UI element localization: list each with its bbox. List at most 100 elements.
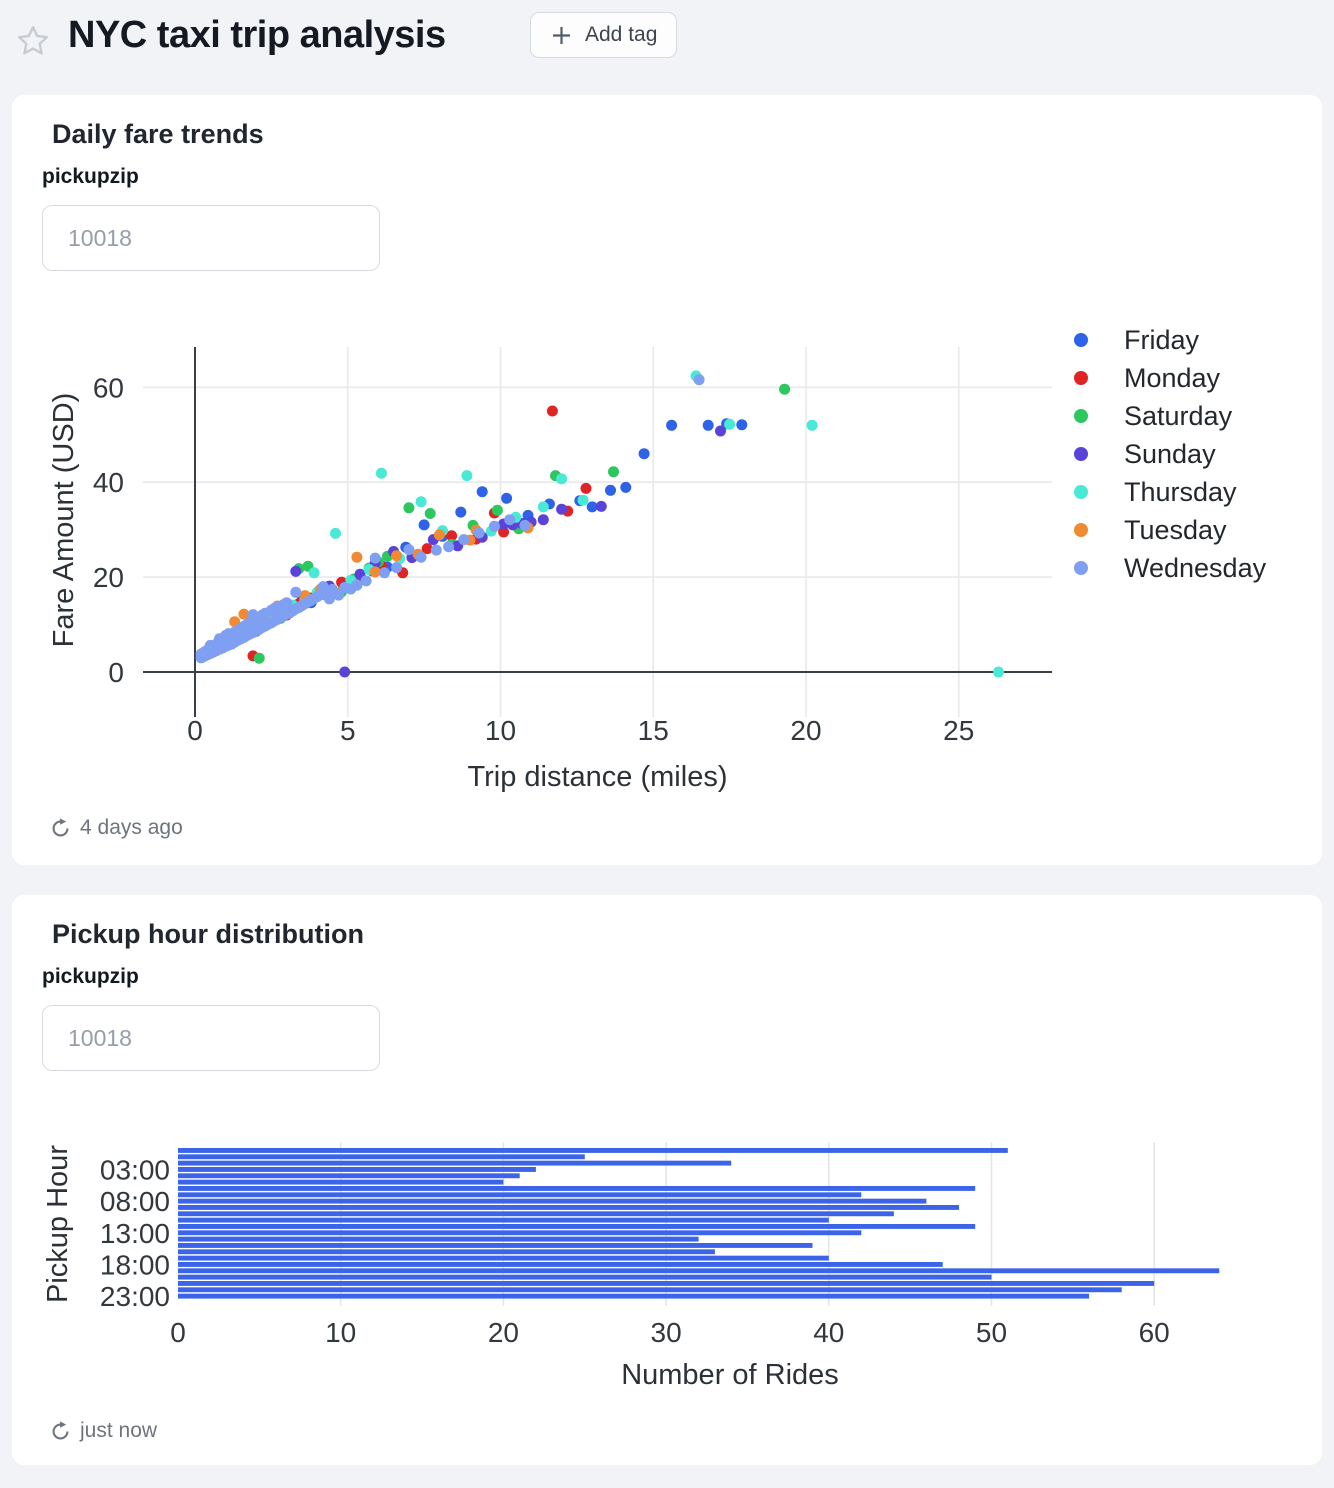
scatter-point <box>333 589 345 601</box>
last-updated-text: 4 days ago <box>80 816 183 839</box>
scatter-point <box>415 551 427 563</box>
scatter-point <box>418 519 430 531</box>
last-updated-text: just now <box>80 1419 158 1442</box>
scatter-point <box>806 419 818 431</box>
add-tag-button[interactable]: Add tag <box>530 12 678 58</box>
bar <box>178 1154 585 1160</box>
y-tick-label: 23:00 <box>100 1281 170 1312</box>
scatter-point <box>458 534 470 546</box>
bar <box>178 1148 1008 1153</box>
bar <box>178 1281 1155 1286</box>
fare-vs-distance-scatter-chart: 0 5 10 15 20 25 0 20 40 60 Trip distance (miles) Fa… <box>48 347 1052 793</box>
legend-dot-icon <box>1074 409 1088 423</box>
scatter-point <box>369 552 381 564</box>
bar <box>178 1230 862 1236</box>
legend-dot-icon <box>1074 447 1088 461</box>
scatter-point <box>556 503 568 515</box>
bar <box>178 1160 732 1166</box>
scatter-point <box>724 418 736 430</box>
y-tick-label: 03:00 <box>100 1154 170 1185</box>
y-tick-label: 20 <box>93 562 124 593</box>
scatter-point <box>461 470 473 482</box>
pickupzip-input[interactable] <box>42 205 380 271</box>
scatter-point <box>330 527 341 539</box>
x-tick-label: 0 <box>170 1317 186 1348</box>
scatter-point <box>702 419 714 431</box>
chart-legend: Friday Monday Saturday Sunday Thursday Tuesda… <box>1074 321 1266 587</box>
scatter-point <box>595 500 607 512</box>
x-tick-label: 20 <box>488 1317 519 1348</box>
scatter-point <box>537 514 549 526</box>
scatter-point <box>290 565 302 577</box>
card-pickup-hour-distribution: Pickup hour distribution pickupzip 0 10 20… <box>12 895 1322 1465</box>
pickupzip-input[interactable] <box>42 1005 380 1071</box>
legend-dot-icon <box>1074 333 1088 347</box>
refresh-status[interactable]: 4 days ago <box>50 816 183 840</box>
scatter-point <box>421 543 433 555</box>
legend-dot-icon <box>1074 485 1088 499</box>
card-title: Daily fare trends <box>52 119 264 149</box>
legend-item: Saturday <box>1074 397 1266 435</box>
legend-dot-icon <box>1074 561 1088 575</box>
legend-label: Friday <box>1124 324 1200 355</box>
y-axis-title: Pickup Hour <box>42 1145 74 1303</box>
scatter-point <box>403 544 415 556</box>
scatter-point <box>638 448 650 460</box>
scatter-point <box>577 494 589 506</box>
scatter-point <box>736 419 748 431</box>
bar <box>178 1179 504 1185</box>
bar <box>178 1192 862 1198</box>
x-tick-label: 50 <box>976 1317 1007 1348</box>
bar <box>178 1249 715 1255</box>
scatter-point <box>476 486 488 498</box>
legend-dot-icon <box>1074 523 1088 537</box>
refresh-status[interactable]: just now <box>50 1419 157 1443</box>
x-axis-title: Number of Rides <box>621 1359 839 1391</box>
bar <box>178 1255 829 1261</box>
x-tick-label: 60 <box>1139 1317 1170 1348</box>
legend-item: Wednesday <box>1074 549 1266 587</box>
x-tick-label: 15 <box>638 715 669 746</box>
scatter-point <box>556 473 568 485</box>
scatter-point <box>488 520 500 532</box>
scatter-point <box>290 586 302 598</box>
scatter-point <box>580 482 592 494</box>
scatter-point <box>693 374 705 386</box>
scatter-point <box>446 530 458 542</box>
x-tick-label: 25 <box>943 715 974 746</box>
legend-item: Tuesday <box>1074 511 1266 549</box>
scatter-point <box>504 514 516 526</box>
x-axis-title: Trip distance (miles) <box>468 761 728 793</box>
bar <box>178 1217 829 1223</box>
favorite-star-icon[interactable] <box>16 24 50 58</box>
scatter-point <box>501 492 513 504</box>
scatter-point <box>433 529 445 541</box>
card-daily-fare-trends: Daily fare trends pickupzip 0 5 10 15 20 25 0 2… <box>12 95 1322 865</box>
legend-label: Monday <box>1124 362 1221 393</box>
scatter-point <box>666 419 678 431</box>
legend-label: Wednesday <box>1124 552 1267 583</box>
param-label: pickupzip <box>42 165 139 188</box>
bar <box>178 1268 1220 1274</box>
scatter-point <box>620 481 632 493</box>
x-tick-label: 0 <box>187 715 203 746</box>
scatter-point <box>779 383 791 395</box>
scatter-point <box>238 608 250 620</box>
legend-label: Sunday <box>1124 438 1216 469</box>
bar <box>178 1167 536 1172</box>
scatter-point <box>351 551 363 563</box>
bar <box>178 1198 927 1204</box>
scatter-point <box>605 484 616 496</box>
scatter-point <box>519 519 531 531</box>
scatter-point <box>253 652 265 664</box>
scatter-point <box>369 566 381 578</box>
y-tick-label: 08:00 <box>100 1186 170 1217</box>
y-tick-label: 13:00 <box>100 1218 170 1249</box>
scatter-point <box>537 501 549 513</box>
scatter-point <box>375 467 387 479</box>
bar <box>178 1293 1090 1299</box>
bar <box>178 1274 992 1280</box>
x-tick-label: 10 <box>485 715 516 746</box>
scatter-point <box>491 504 503 516</box>
